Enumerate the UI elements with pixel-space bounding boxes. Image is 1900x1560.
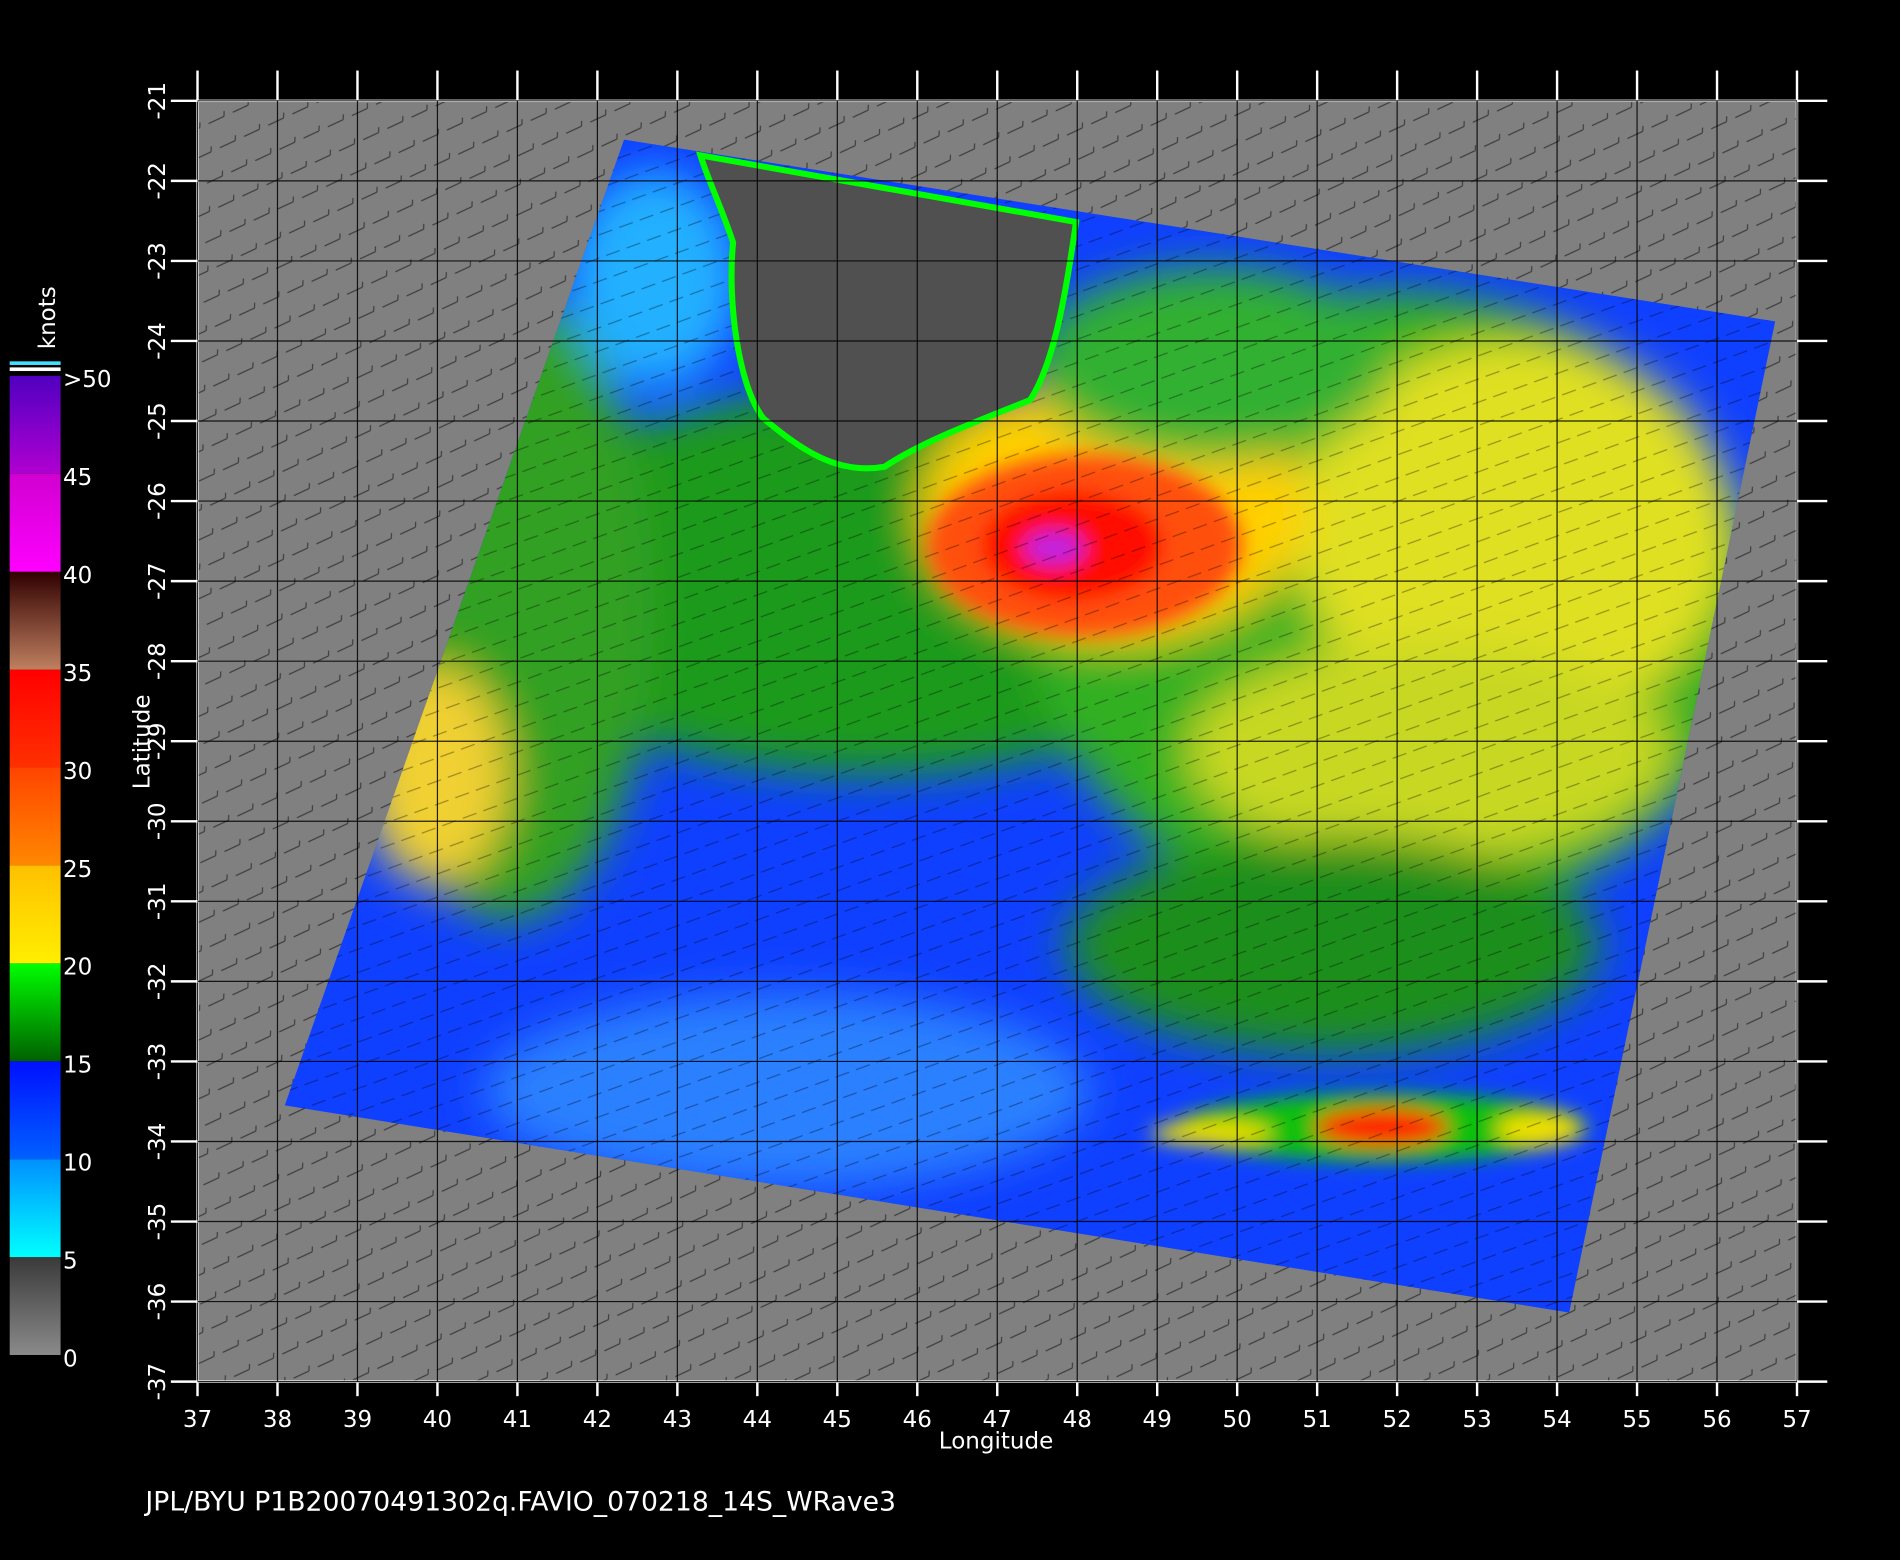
x-tick-label: 47	[983, 1407, 1012, 1433]
x-tick-label: 41	[503, 1407, 532, 1433]
colorbar-tick-label: 35	[63, 661, 92, 687]
colorbar-tick-label: 5	[63, 1248, 78, 1274]
colorbar-tick-label: 40	[63, 563, 92, 589]
x-tick-label: 45	[823, 1407, 852, 1433]
colorbar-segment	[9, 375, 61, 474]
colorbar-tick-label: >50	[63, 367, 112, 393]
colorbar-tick-label: 0	[63, 1346, 78, 1372]
y-tick-label: -24	[145, 322, 171, 360]
colorbar-tick-label: 25	[63, 857, 92, 883]
y-tick-label: -31	[145, 883, 171, 921]
x-tick-label: 44	[743, 1407, 772, 1433]
y-tick-label: -28	[145, 642, 171, 680]
colorbar-segment	[9, 669, 61, 768]
x-tick-label: 57	[1782, 1407, 1811, 1433]
axes: 37 38 39 40 41 42 43 44 45 46 47 48 49 50 51 52 53 54 55 56…	[145, 70, 1828, 1433]
y-tick-label: -34	[145, 1123, 171, 1161]
x-tick-label: 46	[903, 1407, 932, 1433]
x-tick-label: 43	[663, 1407, 692, 1433]
y-tick-label: -36	[145, 1283, 171, 1321]
colorbar-tick-label: 45	[63, 465, 92, 491]
y-tick-label: -33	[145, 1043, 171, 1081]
x-tick-label: 39	[343, 1407, 372, 1433]
x-tick-label: 48	[1063, 1407, 1092, 1433]
colorbar-tick-label: 10	[63, 1150, 92, 1176]
x-tick-label: 40	[423, 1407, 452, 1433]
x-tick-label: 52	[1382, 1407, 1411, 1433]
x-tick-label: 54	[1542, 1407, 1571, 1433]
y-axis-label: Latitude	[129, 694, 155, 789]
x-tick-label: 56	[1702, 1407, 1731, 1433]
colorbar-tick-label: 20	[63, 955, 92, 981]
colorbar-tick-label: 30	[63, 759, 92, 785]
x-axis-label: Longitude	[939, 1429, 1053, 1455]
x-tick-label: 49	[1143, 1407, 1172, 1433]
caption: JPL/BYU P1B20070491302q.FAVIO_070218_14S…	[143, 1486, 896, 1517]
y-tick-label: -30	[145, 802, 171, 840]
y-tick-label: -29	[145, 722, 171, 760]
y-tick-label: -22	[145, 162, 171, 200]
x-tick-label: 51	[1303, 1407, 1332, 1433]
colorbar-segment	[9, 1159, 61, 1258]
x-tick-label: 37	[183, 1407, 212, 1433]
y-tick-label: -37	[145, 1363, 171, 1401]
x-tick-label: 42	[583, 1407, 612, 1433]
colorbar-segment	[9, 571, 61, 670]
colorbar-segment	[9, 473, 61, 572]
land	[695, 151, 1080, 472]
x-tick-label: 38	[263, 1407, 292, 1433]
colorbar-cap	[9, 367, 61, 372]
colorbar-segment	[9, 1061, 61, 1160]
y-tick-label: -35	[145, 1203, 171, 1241]
colorbar-segment	[9, 1257, 61, 1355]
y-tick-label: -25	[145, 402, 171, 440]
x-tick-label: 50	[1223, 1407, 1252, 1433]
y-tick-label: -26	[145, 482, 171, 520]
colorbar-segment	[9, 963, 61, 1062]
colorbar-tick-label: 15	[63, 1053, 92, 1079]
y-tick-label: -27	[145, 562, 171, 600]
x-tick-label: 53	[1462, 1407, 1491, 1433]
colorbar-segment	[9, 767, 61, 866]
colorbar: 0 5 10 15 20 25 30 35 40 45 >50	[9, 361, 112, 1372]
y-tick-label: -32	[145, 963, 171, 1001]
y-tick-label: -23	[145, 242, 171, 280]
x-tick-label: 55	[1622, 1407, 1651, 1433]
colorbar-segment	[9, 865, 61, 964]
y-tick-label: -21	[145, 82, 171, 120]
colorbar-cap	[9, 361, 61, 365]
colorbar-label: knots	[35, 286, 61, 349]
